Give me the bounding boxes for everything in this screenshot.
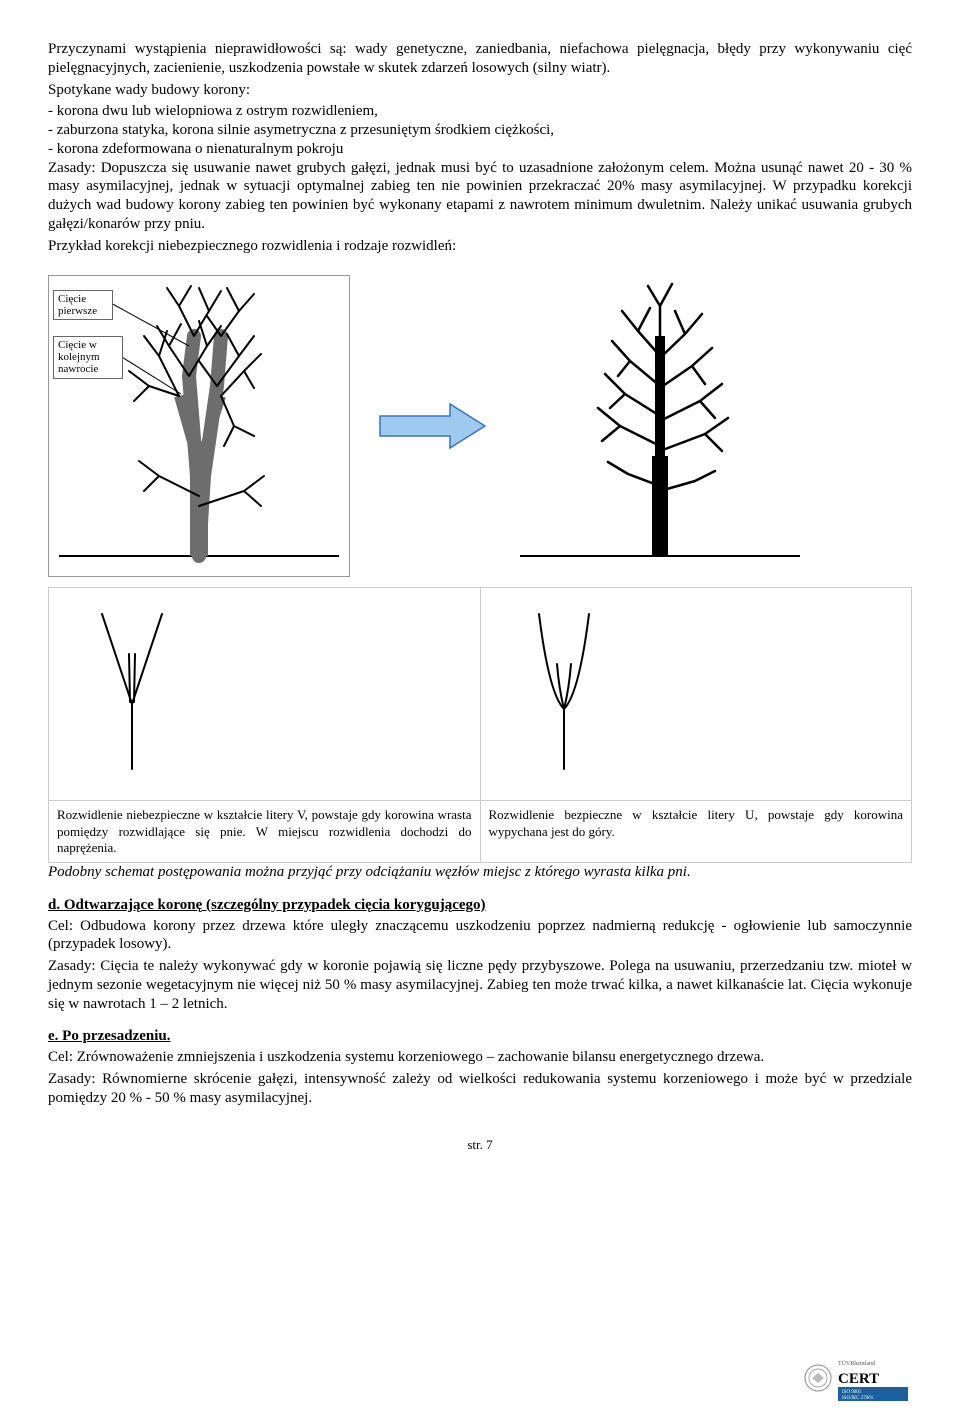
paragraph-e-rules: Zasady: Równomierne skrócenie gałęzi, in… — [48, 1070, 912, 1108]
page-number: str. 7 — [48, 1137, 912, 1153]
fork-u-cell — [480, 588, 912, 801]
paragraph-e-goal: Cel: Zrównoważenie zmniejszenia i uszkod… — [48, 1048, 912, 1067]
heading-e: e. Po przesadzeniu. — [48, 1027, 912, 1046]
heading-d: d. Odtwarzające koronę (szczególny przyp… — [48, 896, 912, 915]
paragraph-causes: Przyczynami wystąpienia nieprawidłowości… — [48, 40, 912, 78]
paragraph-similar-scheme: Podobny schemat postępowania można przyj… — [48, 863, 912, 882]
arrow-icon — [370, 396, 490, 456]
paragraph-defects-intro: Spotykane wady budowy korony: — [48, 81, 912, 100]
list-item-1: - korona dwu lub wielopniowa z ostrym ro… — [48, 102, 912, 121]
fork-v-cell — [49, 588, 481, 801]
fork-comparison-table: Rozwidlenie niebezpieczne w kształcie li… — [48, 587, 912, 863]
fork-u-caption: Rozwidlenie bezpieczne w kształcie liter… — [480, 801, 912, 863]
label-first-cut: Cięcie pierwsze — [53, 290, 113, 320]
tree-after-svg — [510, 276, 810, 576]
list-item-3: - korona zdeformowana o nienaturalnym po… — [48, 140, 912, 159]
paragraph-rules: Zasady: Dopuszcza się usuwanie nawet gru… — [48, 159, 912, 234]
label-next-cut: Cięcie w kolejnym nawrocie — [53, 336, 123, 378]
tree-after — [510, 276, 810, 576]
paragraph-example: Przykład korekcji niebezpiecznego rozwid… — [48, 237, 912, 256]
cert-word: CERT — [838, 1371, 879, 1387]
fork-v-caption: Rozwidlenie niebezpieczne w kształcie li… — [49, 801, 481, 863]
paragraph-d-rules: Zasady: Cięcia te należy wykonywać gdy w… — [48, 957, 912, 1013]
tree-before-svg — [49, 276, 349, 576]
svg-text:ISO/IEC 27001: ISO/IEC 27001 — [842, 1396, 874, 1401]
figure-tree-correction: Cięcie pierwsze Cięcie w kolejnym nawroc… — [48, 275, 912, 577]
fork-u-icon — [489, 594, 639, 774]
cert-badge: TÜVRheinland CERT ISO 9001 ISO/IEC 27001 — [802, 1353, 912, 1409]
list-item-2: - zaburzona statyka, korona silnie asyme… — [48, 121, 912, 140]
tree-before: Cięcie pierwsze Cięcie w kolejnym nawroc… — [48, 275, 350, 577]
paragraph-d-goal: Cel: Odbudowa korony przez drzewa które … — [48, 917, 912, 955]
svg-text:ISO 9001: ISO 9001 — [842, 1390, 862, 1395]
fork-v-icon — [57, 594, 207, 774]
cert-brand: TÜVRheinland — [838, 1360, 875, 1367]
